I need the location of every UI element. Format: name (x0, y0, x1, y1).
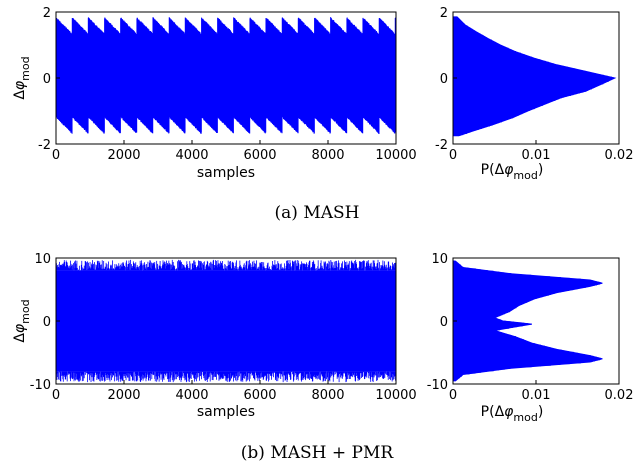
x-tick-label: 2000 (107, 148, 140, 163)
y-tick-label: 0 (43, 72, 51, 87)
x-tick-label: 6000 (243, 388, 276, 403)
panel-a-hist-xlabel: P(Δφmod) (481, 162, 544, 182)
caption-a: (a) MASH (275, 203, 360, 223)
y-tick-label: -2 (435, 138, 448, 153)
panel-a-hist-yticks: 2 0 -2 (435, 6, 457, 153)
x-tick-label: 2000 (107, 388, 140, 403)
panel-b-hist: 0 0.01 0.02 100-10 P(Δφmod) (427, 252, 634, 424)
panel-b-hist-plot (452, 260, 603, 382)
x-tick-label: 0 (449, 388, 457, 403)
panel-a-hist-xticks: 0 0.01 0.02 (449, 140, 634, 163)
panel-a-time-plot (55, 16, 397, 134)
x-tick-label: 0.02 (605, 148, 634, 163)
panel-b-hist-xlabel: P(Δφmod) (481, 404, 544, 424)
panel-b-time-xticks: 0 2000 4000 6000 8000 10000 (52, 380, 417, 403)
series-line-mash (55, 17, 397, 134)
x-tick-label: 0.01 (522, 148, 551, 163)
series-band-mash-pmr (56, 270, 396, 372)
x-tick-label: 0.01 (522, 388, 551, 403)
panel-a-hist: 0 0.01 0.02 20-2 P(Δφmod) (435, 6, 633, 182)
x-tick-label: 4000 (175, 148, 208, 163)
panel-b-time-ylabel: Δφmod (12, 299, 32, 342)
x-tick-label: 0 (449, 148, 457, 163)
x-tick-label: 10000 (375, 148, 416, 163)
panel-a-time: 0 2000 4000 6000 8000 10000 20-2 samples Δφmo… (12, 6, 417, 181)
y-tick-label: -10 (427, 378, 448, 393)
panel-a-time-xlabel: samples (197, 165, 255, 181)
x-tick-label: 8000 (311, 388, 344, 403)
y-tick-label: 0 (440, 72, 448, 87)
x-tick-label: 0.02 (605, 388, 634, 403)
x-tick-label: 8000 (311, 148, 344, 163)
panel-b-time-plot (55, 259, 397, 383)
histogram-bins (453, 16, 615, 136)
y-tick-label: -10 (30, 378, 51, 393)
panel-a-time-yticks: 2 0 -2 (38, 6, 60, 153)
y-tick-label: 2 (440, 6, 448, 21)
y-tick-label: -2 (38, 138, 51, 153)
panel-a-time-xticks: 0 2000 4000 6000 8000 10000 (52, 140, 417, 163)
panel-a-hist-plot (452, 16, 617, 137)
x-tick-label: 0 (52, 148, 60, 163)
histogram-bins (453, 260, 603, 381)
panel-b-hist-xticks: 0 0.01 0.02 (449, 380, 634, 403)
x-tick-label: 4000 (175, 388, 208, 403)
caption-b: (b) MASH + PMR (241, 443, 395, 463)
panel-b-hist-yticks: 10 0 -10 (427, 252, 457, 393)
panel-b-time-xlabel: samples (197, 404, 255, 420)
y-tick-label: 2 (43, 6, 51, 21)
x-tick-label: 10000 (375, 388, 416, 403)
y-tick-label: 10 (431, 252, 448, 267)
y-tick-label: 0 (440, 315, 448, 330)
y-tick-label: 10 (34, 252, 51, 267)
y-tick-label: 0 (43, 315, 51, 330)
panel-b-time: 0 2000 4000 6000 8000 10000 100-10 samples Δφ… (12, 252, 417, 420)
x-tick-label: 6000 (243, 148, 276, 163)
panel-a-time-ylabel: Δφmod (12, 56, 32, 99)
x-tick-label: 0 (52, 388, 60, 403)
panel-b-time-yticks: 10 0 -10 (30, 252, 60, 393)
